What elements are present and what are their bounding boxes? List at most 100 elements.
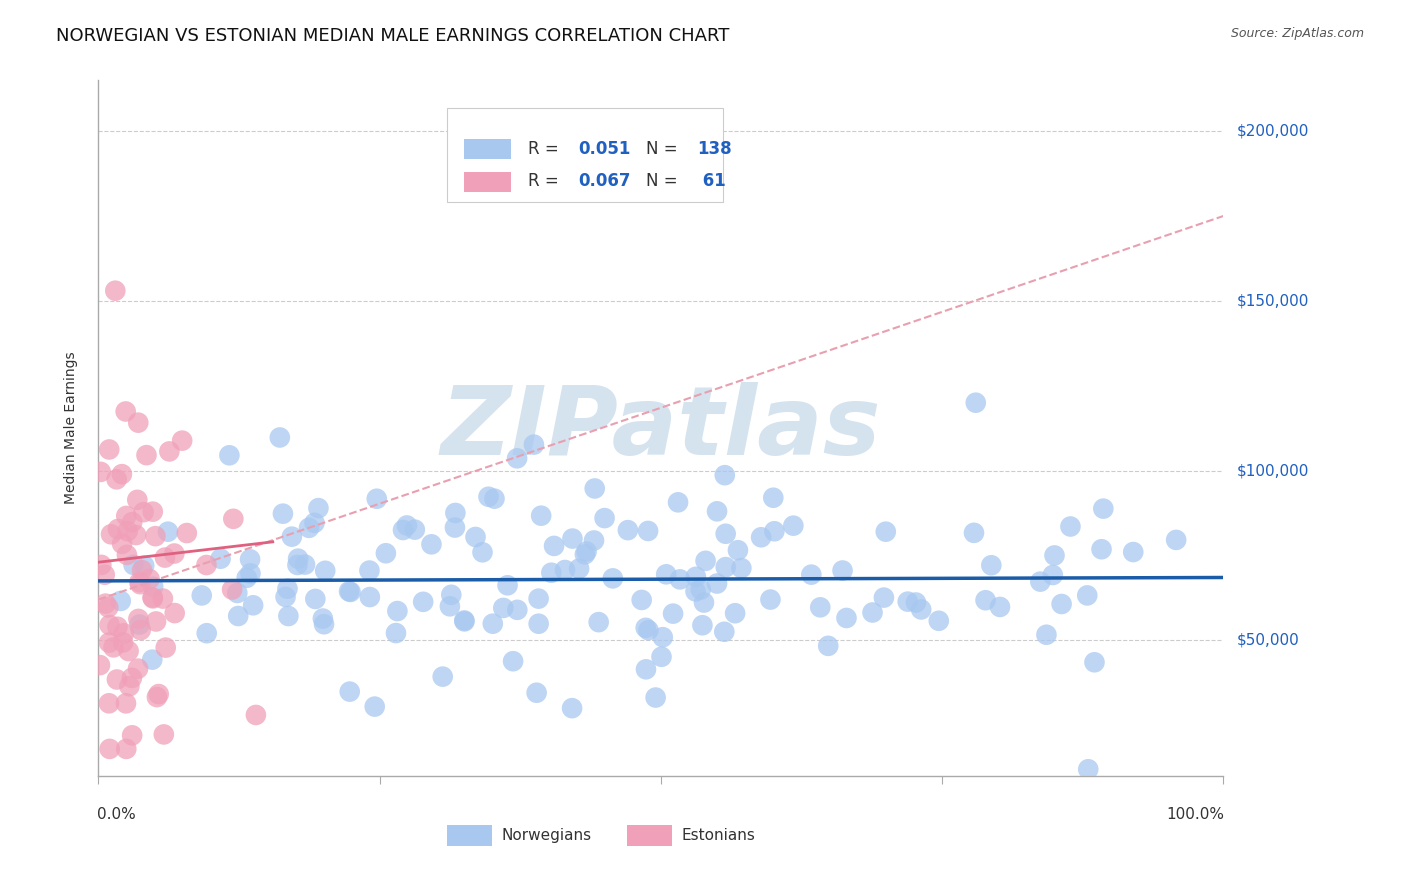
Estonians (157, 444, 180, 458)
Norwegians (312, 611, 335, 625)
Estonians (115, 508, 138, 523)
Estonians (107, 522, 129, 536)
Text: 0.051: 0.051 (579, 140, 631, 158)
Text: 138: 138 (697, 140, 731, 158)
Norwegians (444, 506, 467, 520)
Norwegians (239, 552, 262, 566)
Norwegians (910, 602, 932, 616)
Norwegians (713, 468, 735, 483)
Norwegians (464, 530, 486, 544)
Norwegians (1122, 545, 1144, 559)
Estonians (98, 742, 121, 756)
Norwegians (593, 511, 616, 525)
Norwegians (988, 599, 1011, 614)
Norwegians (1166, 533, 1188, 547)
Estonians (148, 687, 170, 701)
Norwegians (484, 491, 506, 506)
Norwegians (1077, 762, 1099, 776)
Estonians (89, 658, 111, 673)
FancyBboxPatch shape (447, 825, 492, 846)
Estonians (90, 465, 112, 479)
Norwegians (1043, 549, 1066, 563)
Estonians (93, 567, 115, 582)
Estonians (127, 612, 149, 626)
Norwegians (526, 686, 548, 700)
Norwegians (835, 611, 858, 625)
Norwegians (693, 595, 716, 609)
Norwegians (453, 614, 475, 628)
Norwegians (685, 584, 707, 599)
Estonians (132, 505, 155, 519)
Norwegians (287, 558, 309, 572)
Estonians (163, 547, 186, 561)
Norwegians (527, 591, 550, 606)
Norwegians (453, 615, 475, 629)
Estonians (94, 597, 117, 611)
Norwegians (312, 617, 335, 632)
Norwegians (706, 504, 728, 518)
Norwegians (277, 609, 299, 624)
Estonians (107, 620, 129, 634)
Norwegians (666, 495, 689, 509)
Norwegians (226, 609, 249, 624)
Norwegians (122, 558, 145, 572)
Estonians (125, 528, 148, 542)
Norwegians (294, 558, 316, 572)
Norwegians (134, 558, 156, 573)
Norwegians (817, 639, 839, 653)
Norwegians (651, 630, 673, 644)
Estonians (98, 442, 121, 457)
Norwegians (502, 654, 524, 668)
Estonians (104, 284, 127, 298)
Estonians (98, 696, 121, 710)
Norwegians (582, 533, 605, 548)
Norwegians (141, 653, 163, 667)
Norwegians (444, 520, 467, 534)
Text: Source: ZipAtlas.com: Source: ZipAtlas.com (1230, 27, 1364, 40)
Norwegians (1042, 568, 1064, 582)
Norwegians (190, 589, 212, 603)
Norwegians (714, 526, 737, 541)
Norwegians (314, 564, 336, 578)
Norwegians (655, 567, 678, 582)
FancyBboxPatch shape (447, 108, 723, 202)
Text: Norwegians: Norwegians (501, 828, 592, 843)
FancyBboxPatch shape (464, 139, 512, 159)
Norwegians (218, 448, 240, 462)
Norwegians (980, 558, 1002, 573)
Text: 0.0%: 0.0% (97, 807, 136, 822)
Norwegians (749, 530, 772, 544)
Norwegians (339, 585, 361, 599)
Norwegians (385, 626, 408, 640)
Norwegians (1029, 574, 1052, 589)
Norwegians (392, 523, 415, 537)
Norwegians (1090, 542, 1112, 557)
Norwegians (602, 571, 624, 585)
Estonians (128, 575, 150, 590)
Estonians (141, 591, 163, 605)
Norwegians (506, 451, 529, 466)
Norwegians (540, 566, 562, 580)
Estonians (176, 526, 198, 541)
Norwegians (713, 624, 735, 639)
Norwegians (412, 595, 434, 609)
Estonians (115, 742, 138, 756)
Estonians (127, 662, 149, 676)
Norwegians (304, 591, 326, 606)
Norwegians (650, 649, 672, 664)
Norwegians (482, 616, 505, 631)
Estonians (145, 615, 167, 629)
Estonians (117, 524, 139, 539)
Text: $200,000: $200,000 (1237, 124, 1309, 138)
Norwegians (630, 593, 652, 607)
Norwegians (364, 699, 387, 714)
Norwegians (762, 491, 785, 505)
Norwegians (904, 595, 927, 609)
Norwegians (366, 491, 388, 506)
Norwegians (724, 606, 747, 620)
Estonians (105, 472, 128, 486)
Norwegians (831, 564, 853, 578)
Estonians (142, 505, 165, 519)
Estonians (163, 606, 186, 620)
Norwegians (404, 523, 426, 537)
